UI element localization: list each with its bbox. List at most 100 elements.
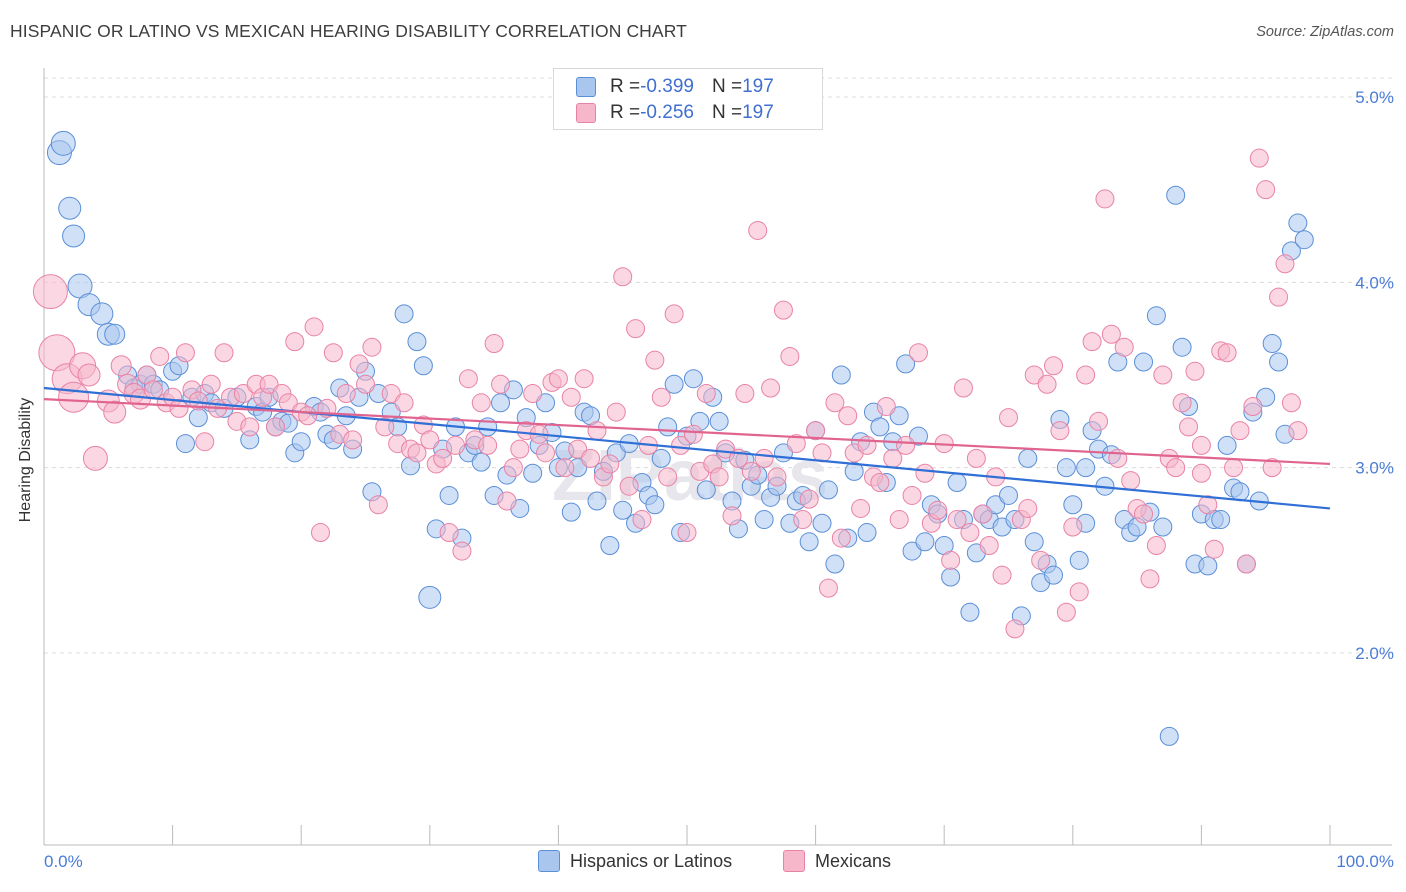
x-tick-label-max: 100.0% <box>1336 852 1394 871</box>
point-hispanics <box>1134 352 1154 372</box>
point-mexicans <box>240 417 260 437</box>
point-hispanics <box>1269 352 1289 372</box>
point-hispanics <box>696 480 716 500</box>
point-mexicans <box>1275 254 1295 274</box>
point-hispanics <box>915 532 935 552</box>
point-hispanics <box>58 196 82 220</box>
point-mexicans <box>343 430 363 450</box>
point-hispanics <box>664 374 684 394</box>
point-mexicans <box>947 510 967 530</box>
point-mexicans <box>1204 539 1224 559</box>
point-mexicans <box>304 317 324 337</box>
point-hispanics <box>1024 532 1044 552</box>
point-mexicans <box>696 384 716 404</box>
point-mexicans <box>110 355 132 377</box>
point-mexicans <box>265 417 285 437</box>
point-mexicans <box>671 435 691 455</box>
point-mexicans <box>780 346 800 366</box>
point-hispanics <box>175 434 195 454</box>
point-mexicans <box>298 406 318 426</box>
point-mexicans <box>1166 458 1186 478</box>
point-hispanics <box>1153 517 1173 537</box>
point-mexicans <box>1179 417 1199 437</box>
legend-item-hispanics[interactable]: Hispanics or Latinos <box>538 850 732 872</box>
n-value: 197 <box>742 102 774 123</box>
point-mexicans <box>201 374 221 394</box>
point-mexicans <box>818 578 838 598</box>
point-hispanics <box>1146 306 1166 326</box>
point-mexicans <box>838 406 858 426</box>
point-mexicans <box>1005 619 1025 639</box>
point-mexicans <box>748 220 768 240</box>
legend-swatch-pink <box>783 850 805 872</box>
point-mexicans <box>960 523 980 543</box>
point-hispanics <box>291 432 311 452</box>
point-mexicans <box>32 274 68 310</box>
pink-swatch <box>576 103 596 123</box>
point-mexicans <box>555 458 575 478</box>
point-hispanics <box>394 304 414 324</box>
point-hispanics <box>104 323 126 345</box>
point-mexicans <box>1249 148 1269 168</box>
point-mexicans <box>259 374 279 394</box>
series-mexicans <box>32 148 1308 639</box>
point-mexicans <box>336 384 356 404</box>
point-mexicans <box>966 448 986 468</box>
point-mexicans <box>523 384 543 404</box>
point-mexicans <box>767 467 787 487</box>
point-mexicans <box>214 343 234 363</box>
point-hispanics <box>799 532 819 552</box>
legend-item-mexicans[interactable]: Mexicans <box>783 850 891 872</box>
chart-title: HISPANIC OR LATINO VS MEXICAN HEARING DI… <box>10 21 687 41</box>
point-mexicans <box>323 343 343 363</box>
point-hispanics <box>902 541 922 561</box>
point-mexicans <box>150 346 170 366</box>
point-mexicans <box>786 434 806 454</box>
point-hispanics <box>188 408 208 428</box>
point-mexicans <box>1288 421 1308 441</box>
point-hispanics <box>754 510 774 530</box>
point-mexicans <box>452 541 472 561</box>
point-mexicans <box>831 528 851 548</box>
point-mexicans <box>233 384 253 404</box>
point-hispanics <box>1211 510 1231 530</box>
point-mexicans <box>1236 554 1256 574</box>
point-hispanics <box>1018 448 1038 468</box>
point-mexicans <box>407 443 427 463</box>
point-mexicans <box>664 304 684 324</box>
point-hispanics <box>825 554 845 574</box>
stats-row-hispanics: R = -0.399 N = 197 <box>576 74 774 100</box>
point-mexicans <box>1230 421 1250 441</box>
point-hispanics <box>645 495 665 515</box>
point-mexicans <box>1153 365 1173 385</box>
point-hispanics <box>1063 495 1083 515</box>
point-mexicans <box>941 550 961 570</box>
point-mexicans <box>870 472 890 492</box>
point-hispanics <box>960 602 980 622</box>
point-mexicans <box>716 439 736 459</box>
point-mexicans <box>806 421 826 441</box>
point-hispanics <box>1172 337 1192 357</box>
point-mexicans <box>195 432 215 452</box>
point-mexicans <box>503 458 523 478</box>
point-hispanics <box>413 356 433 376</box>
point-mexicans <box>394 393 414 413</box>
n-label: N = <box>711 102 743 123</box>
r-value: -0.399 <box>640 76 694 97</box>
point-mexicans <box>973 504 993 524</box>
point-hispanics <box>613 500 633 520</box>
point-mexicans <box>741 461 761 481</box>
correlation-stats-box: R = -0.399 N = 197 R = -0.256 N = 197 <box>553 68 823 130</box>
point-mexicans <box>536 443 556 463</box>
point-hispanics <box>844 461 864 481</box>
point-hispanics <box>651 448 671 468</box>
point-hispanics <box>587 491 607 511</box>
point-hispanics <box>889 406 909 426</box>
point-mexicans <box>825 393 845 413</box>
point-mexicans <box>484 333 504 353</box>
point-mexicans <box>471 393 491 413</box>
point-mexicans <box>548 369 568 389</box>
point-mexicans <box>310 523 330 543</box>
point-mexicans <box>677 523 697 543</box>
point-hispanics <box>870 417 890 437</box>
